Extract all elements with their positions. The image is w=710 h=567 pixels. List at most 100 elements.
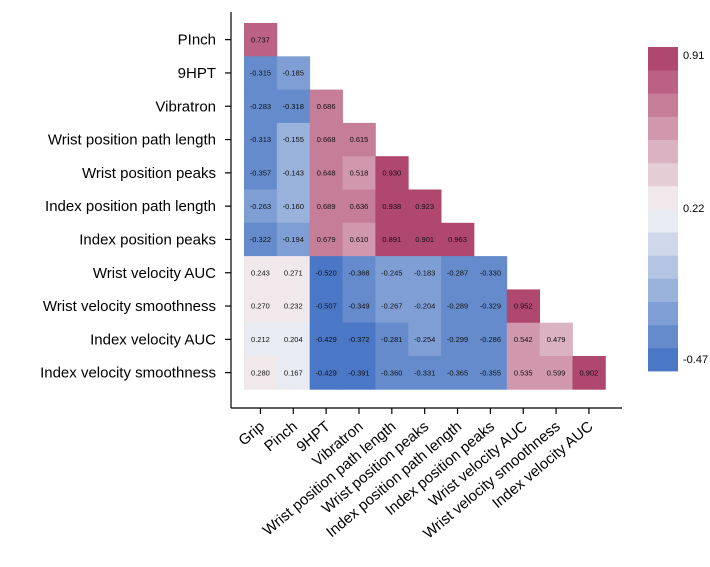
heatmap-cell [342, 156, 376, 190]
colorbar-segment [648, 347, 678, 372]
heatmap-cell [309, 356, 343, 390]
colorbar-segment [648, 139, 678, 164]
colorbar-segment [648, 93, 678, 117]
colorbar-tick-label: -0.47 [683, 354, 708, 366]
cell-value-label: 0.737 [251, 35, 270, 44]
cell-value-label: -0.349 [348, 302, 369, 311]
heatmap-cell [441, 356, 475, 390]
cell-value-label: 0.167 [284, 368, 303, 377]
cell-value-label: 0.212 [251, 335, 270, 344]
cell-value-label: 0.271 [284, 268, 303, 277]
cell-value-label: 0.535 [514, 368, 533, 377]
row-label: PInch [178, 32, 216, 49]
colorbar-segment [648, 116, 678, 140]
heatmap-cell [342, 356, 376, 390]
heatmap-cell [375, 222, 409, 257]
heatmap-cell [408, 189, 442, 224]
cell-value-label: 0.204 [284, 335, 303, 344]
heatmap-cell [276, 289, 311, 324]
heatmap-cell [408, 256, 442, 290]
heatmap-cell [441, 256, 475, 290]
cell-value-label: 0.232 [284, 302, 303, 311]
heatmap-cells: 0.737 -0.315 -0.185 -0.283 -0.318 0.686 -0.313… [244, 23, 606, 390]
heatmap-cell [441, 289, 475, 324]
cell-value-label: -0.365 [447, 368, 468, 377]
cell-value-label: -0.267 [381, 302, 402, 311]
heatmap-cell [375, 189, 409, 224]
heatmap-cell [473, 289, 508, 324]
heatmap-cell [244, 289, 278, 324]
cell-value-label: -0.287 [447, 268, 468, 277]
heatmap-cell [473, 356, 508, 390]
cell-value-label: 0.479 [547, 335, 566, 344]
heatmap-cell [309, 156, 343, 190]
colorbar-segment [648, 255, 678, 279]
cell-value-label: 0.280 [251, 368, 270, 377]
cell-value-label: 0.648 [317, 168, 336, 177]
heatmap-cell [309, 256, 343, 290]
colorbar-segment [648, 70, 678, 94]
heatmap-cell [441, 222, 475, 257]
cell-value-label: 0.902 [580, 368, 599, 377]
heatmap-cell [375, 289, 409, 324]
row-label: Wrist position path length [48, 132, 216, 149]
cell-value-label: -0.429 [315, 335, 336, 344]
cell-value-label: 0.518 [350, 168, 369, 177]
cell-value-label: 0.243 [251, 268, 270, 277]
row-label: Wrist velocity smoothness [43, 298, 216, 315]
cell-value-label: 0.689 [317, 202, 336, 211]
cell-value-label: 0.923 [415, 202, 434, 211]
colorbar-segment [648, 232, 678, 256]
cell-value-label: -0.330 [480, 268, 501, 277]
cell-value-label: -0.254 [414, 335, 435, 344]
colorbar: 0.91 0.22 -0.47 [648, 47, 708, 372]
heatmap-cell [473, 322, 508, 357]
heatmap-cell [244, 122, 278, 157]
heatmap-cell [244, 23, 278, 57]
heatmap-cell [276, 189, 311, 224]
heatmap-cell [309, 222, 343, 257]
heatmap-cell [244, 156, 278, 190]
cell-value-label: 0.599 [547, 368, 566, 377]
heatmap-cell [375, 156, 409, 190]
heatmap-cell [539, 322, 573, 357]
heatmap-cell [375, 356, 409, 390]
heatmap-cell [276, 222, 311, 257]
heatmap-cell [342, 289, 376, 324]
axes [230, 12, 622, 409]
heatmap-cell [375, 322, 409, 357]
row-label: 9HPT [178, 65, 216, 82]
heatmap-cell [342, 322, 376, 357]
heatmap-cell [244, 89, 278, 124]
heatmap-cell [244, 222, 278, 257]
heatmap-cell [408, 222, 442, 257]
cell-value-label: -0.329 [480, 302, 501, 311]
cell-value-label: -0.286 [480, 335, 501, 344]
cell-value-label: -0.263 [250, 202, 271, 211]
cell-value-label: -0.391 [348, 368, 369, 377]
cell-value-label: -0.185 [283, 69, 304, 78]
colorbar-segment [648, 209, 678, 233]
cell-value-label: 0.930 [382, 168, 401, 177]
row-label: Index position peaks [79, 231, 216, 248]
cell-value-label: -0.155 [283, 135, 304, 144]
heatmap-cell [342, 256, 376, 290]
heatmap-cell [506, 322, 541, 357]
heatmap-cell [276, 89, 311, 124]
heatmap-cell [276, 356, 311, 390]
heatmap-cell [309, 189, 343, 224]
row-label: Vibratron [155, 98, 216, 115]
column-label: Pinch [261, 418, 301, 455]
colorbar-segment [648, 47, 678, 71]
cell-value-label: 0.952 [514, 302, 533, 311]
cell-value-label: -0.183 [414, 268, 435, 277]
heatmap-cell [506, 356, 541, 390]
heatmap-cell [309, 322, 343, 357]
cell-value-label: 0.610 [350, 235, 369, 244]
heatmap-cell [506, 289, 541, 324]
cell-value-label: -0.204 [414, 302, 435, 311]
cell-value-label: 0.542 [514, 335, 533, 344]
heatmap-cell [572, 356, 606, 390]
heatmap-cell [473, 256, 508, 290]
